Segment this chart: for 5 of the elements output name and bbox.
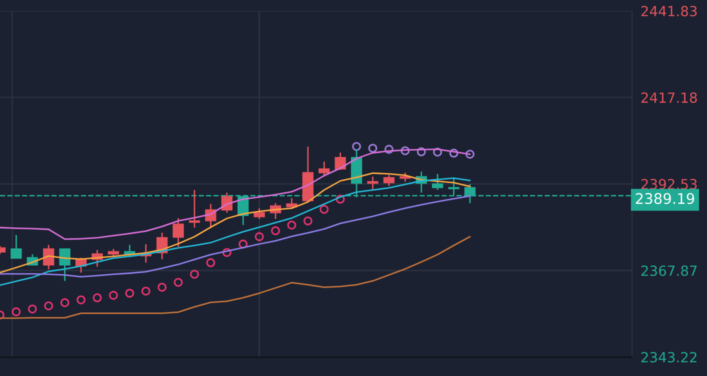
y-tick-label: 2367.87 — [641, 265, 697, 276]
ref-line-label: 2389.19 — [636, 193, 694, 204]
y-tick-label: 2343.22 — [641, 352, 696, 362]
y-tick-label: 2417.18 — [641, 92, 697, 103]
y-tick-label: 2441.83 — [641, 6, 697, 16]
